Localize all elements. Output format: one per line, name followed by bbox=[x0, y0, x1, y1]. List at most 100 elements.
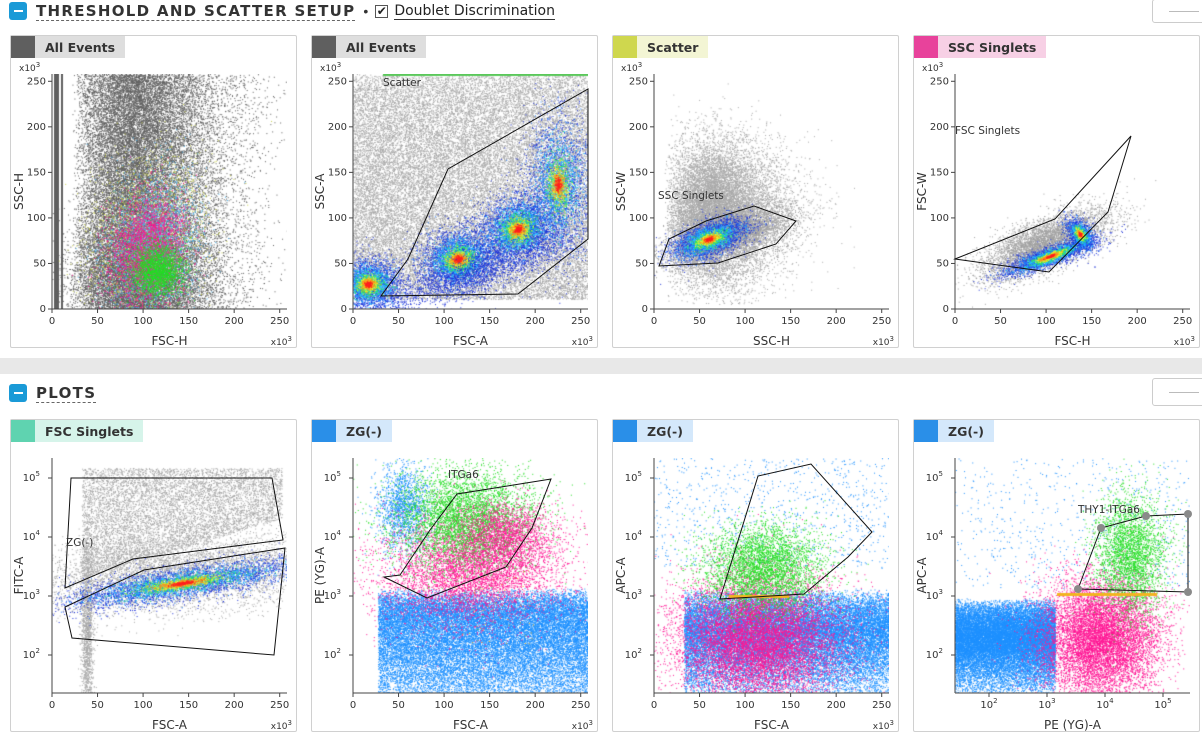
population-label: ZG(-) bbox=[938, 420, 994, 442]
plot-card[interactable]: ZG(-) 102 103 104 105 102 103 104 105 PE (YG)-A AP… bbox=[913, 419, 1200, 732]
x-tick-label: 0 bbox=[350, 316, 356, 327]
y-axis-label[interactable]: SSC-W bbox=[614, 172, 628, 211]
dot-plot[interactable]: 0 50 100 150 200 250 0 50 100 150 200 250 x103 x103 FS… bbox=[312, 36, 599, 349]
y-axis-multiplier-exponent: 3 bbox=[939, 61, 943, 69]
plot-card[interactable]: All Events 0 50 100 150 200 250 0 50 100 150 200 250… bbox=[311, 35, 598, 348]
threshold-section-header: THRESHOLD AND SCATTER SETUP • ✔ Doublet … bbox=[0, 0, 1202, 23]
population-tag[interactable]: Scatter bbox=[613, 36, 709, 58]
population-tag[interactable]: All Events bbox=[312, 36, 427, 58]
gate-polygon[interactable] bbox=[64, 477, 284, 589]
x-tick-label: 100 bbox=[435, 316, 454, 327]
dot-plot[interactable]: 0 50 100 150 200 250 0 50 100 150 200 250 x103 x103 FS… bbox=[914, 36, 1201, 349]
population-tag[interactable]: SSC Singlets bbox=[914, 36, 1047, 58]
y-tick-exponent: 4 bbox=[638, 529, 643, 537]
y-tick-exponent: 3 bbox=[939, 588, 943, 596]
gate-polygon[interactable] bbox=[658, 205, 797, 267]
y-axis-label[interactable]: SSC-H bbox=[12, 173, 26, 210]
dot-plot[interactable]: 0 50 100 150 200 250102103104105x103FSC-AAPC-… bbox=[613, 420, 900, 733]
x-axis-label[interactable]: FSC-A bbox=[152, 718, 188, 732]
x-tick-label: 0 bbox=[49, 700, 55, 711]
gate-polygon[interactable] bbox=[382, 478, 552, 599]
collapse-plots-button[interactable] bbox=[9, 384, 27, 402]
gate-label[interactable]: FSC Singlets bbox=[955, 125, 1020, 137]
gate-vertex-handle[interactable] bbox=[1142, 512, 1150, 520]
x-tick-label: 100 bbox=[134, 700, 153, 711]
plot-card[interactable]: All Events 0 50 100 150 200 250 0 50 100 150 200 250… bbox=[10, 35, 297, 348]
population-tag[interactable]: ZG(-) bbox=[312, 420, 392, 442]
x-tick-label: 150 bbox=[480, 316, 499, 327]
gate-vertex-handle[interactable] bbox=[1184, 510, 1192, 518]
gate-polygon[interactable] bbox=[719, 463, 873, 600]
y-tick-label: 104 bbox=[625, 529, 643, 543]
x-tick-label: 150 bbox=[781, 700, 800, 711]
gate-vertex-handle[interactable] bbox=[1097, 524, 1105, 532]
doublet-discrimination-label[interactable]: Doublet Discrimination bbox=[394, 2, 555, 20]
event-density-cloud bbox=[955, 74, 1190, 309]
gate-label[interactable]: ZG(-) bbox=[66, 537, 93, 549]
gate-vertex-handle[interactable] bbox=[1184, 588, 1192, 596]
collapse-threshold-button[interactable] bbox=[9, 2, 27, 20]
population-tag[interactable]: ZG(-) bbox=[914, 420, 994, 442]
plot-card[interactable]: Scatter 0 50 100 150 200 250 0 50 100 150 200 250 x10… bbox=[612, 35, 899, 348]
x-axis-multiplier-exponent: 3 bbox=[890, 719, 894, 727]
population-tag[interactable]: All Events bbox=[11, 36, 126, 58]
plot-card[interactable]: FSC Singlets 0 50 100 150 200 250 102 103 104 105 x… bbox=[10, 419, 297, 732]
x-axis-multiplier-exponent: 3 bbox=[288, 335, 292, 343]
population-label: All Events bbox=[35, 36, 126, 58]
gate-label[interactable]: Scatter bbox=[383, 77, 422, 89]
doublet-checkbox[interactable]: ✔ bbox=[375, 4, 389, 18]
dot-plot[interactable]: 0 50 100 150 200 250 0 50 100 150 200 250 x103 x103 FS… bbox=[11, 36, 298, 349]
x-tick-label: 200 bbox=[827, 316, 846, 327]
plot-card[interactable]: ZG(-) 0 50 100 150 200 250 102 103 104 105 x103 FSC-… bbox=[612, 419, 899, 732]
plot-card[interactable]: ZG(-) 0 50 100 150 200 250 102 103 104 105 x103 FSC-… bbox=[311, 419, 598, 732]
dot-plot[interactable]: 0 50 100 150 200 250102103104105x103FSC-AFITC… bbox=[11, 420, 298, 733]
gate-polygon[interactable] bbox=[380, 88, 589, 297]
x-tick-label: 200 bbox=[225, 700, 244, 711]
x-axis-multiplier-exponent: 3 bbox=[890, 335, 894, 343]
x-axis-label[interactable]: FSC-H bbox=[1054, 334, 1090, 348]
y-axis-label[interactable]: APC-A bbox=[614, 557, 628, 594]
x-tick-label: 104 bbox=[1096, 697, 1114, 711]
x-axis-label[interactable]: FSC-A bbox=[453, 334, 489, 348]
gate-label[interactable]: THY1-ITGa6 bbox=[1077, 504, 1140, 516]
gate-polygon[interactable] bbox=[953, 135, 1132, 273]
gate-polygon[interactable] bbox=[1077, 513, 1189, 593]
x-axis-label[interactable]: PE (YG)-A bbox=[1044, 718, 1102, 732]
y-tick-label: 200 bbox=[629, 122, 648, 133]
x-axis-label[interactable]: SSC-H bbox=[753, 334, 790, 348]
y-tick-exponent: 3 bbox=[638, 588, 642, 596]
population-tag[interactable]: ZG(-) bbox=[613, 420, 693, 442]
y-tick-exponent: 4 bbox=[939, 529, 944, 537]
y-tick-label: 102 bbox=[324, 647, 341, 661]
x-tick-exponent: 4 bbox=[1109, 697, 1114, 705]
y-axis-multiplier-exponent: 3 bbox=[337, 61, 341, 69]
y-tick-label: 200 bbox=[328, 122, 347, 133]
y-axis-label[interactable]: PE (YG)-A bbox=[313, 546, 327, 604]
population-tag[interactable]: FSC Singlets bbox=[11, 420, 144, 442]
y-axis-label[interactable]: FITC-A bbox=[12, 556, 26, 595]
dot-plot[interactable]: 0 50 100 150 200 250 0 50 100 150 200 250 x103 x103 SS… bbox=[613, 36, 900, 349]
gate-label[interactable]: SSC Singlets bbox=[658, 190, 724, 202]
plot-card[interactable]: SSC Singlets 0 50 100 150 200 250 0 50 100 150 200 2… bbox=[913, 35, 1200, 348]
y-axis-label[interactable]: FSC-W bbox=[915, 172, 929, 211]
gate-label[interactable]: ITGa6 bbox=[448, 469, 479, 481]
y-axis-label[interactable]: SSC-A bbox=[313, 173, 327, 210]
x-axis-label[interactable]: FSC-A bbox=[453, 718, 489, 732]
population-color-swatch bbox=[914, 420, 938, 442]
y-axis-label[interactable]: APC-A bbox=[915, 557, 929, 594]
y-tick-label: 104 bbox=[23, 529, 41, 543]
y-tick-label: 150 bbox=[930, 167, 949, 178]
x-axis-label[interactable]: FSC-H bbox=[151, 334, 187, 348]
plots-options-box[interactable] bbox=[1152, 378, 1202, 406]
x-tick-label: 0 bbox=[49, 316, 55, 327]
y-tick-label: 0 bbox=[642, 304, 648, 315]
gate-vertex-handle[interactable] bbox=[1074, 585, 1082, 593]
x-tick-label: 100 bbox=[435, 700, 454, 711]
y-tick-label: 0 bbox=[943, 304, 949, 315]
x-axis-label[interactable]: FSC-A bbox=[754, 718, 790, 732]
event-density-cloud bbox=[955, 458, 1190, 693]
threshold-options-box[interactable] bbox=[1152, 0, 1202, 23]
gate-polygon[interactable] bbox=[64, 547, 286, 656]
